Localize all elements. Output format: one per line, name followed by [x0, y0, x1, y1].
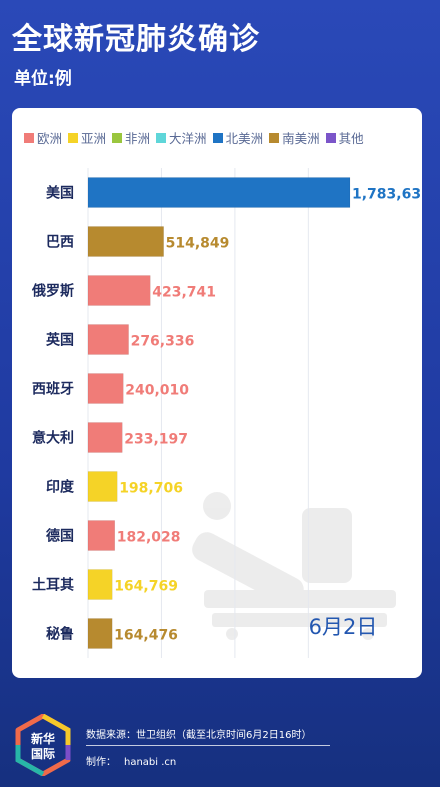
maker-line: 制作： hanabi .cn — [86, 753, 176, 768]
bar — [87, 569, 113, 600]
legend-swatch — [156, 132, 167, 143]
value-label: 1,783,638 — [352, 187, 422, 203]
legend-swatch — [212, 132, 223, 143]
category-label: 德国 — [46, 528, 74, 545]
legend-item: 北美洲 — [212, 128, 264, 147]
page-title: 全球新冠肺炎确诊 — [12, 22, 260, 57]
legend-swatch — [325, 132, 336, 143]
date-label: 6月2日 — [309, 615, 378, 639]
bar — [87, 520, 115, 551]
logo-text-1: 新华 — [31, 731, 55, 746]
legend-label: 北美洲 — [225, 131, 264, 146]
category-label: 英国 — [45, 332, 74, 349]
chart-card: 欧洲 亚洲 非洲 大洋洲 北美洲 南美洲 其他 美国 1,783,638 巴西 514,849 俄罗… — [12, 108, 422, 678]
footer: 新华 国际 数据来源：世卫组织（截至北京时间6月2日16时） 制作： hanabi… — [0, 690, 440, 787]
maker-label: 制作： — [86, 757, 116, 768]
legend-swatch — [112, 132, 123, 143]
category-label: 秘鲁 — [46, 626, 74, 643]
bar — [87, 177, 351, 208]
unit-label: 单位:例 — [14, 69, 72, 89]
category-label: 西班牙 — [32, 381, 74, 398]
category-label: 巴西 — [46, 235, 74, 251]
watermark-patient-icon — [192, 492, 396, 640]
logo-text-2: 国际 — [31, 747, 55, 761]
bar — [87, 226, 164, 257]
bar — [87, 324, 129, 355]
bar — [87, 275, 151, 306]
value-label: 233,197 — [124, 432, 188, 448]
value-label: 182,028 — [117, 530, 181, 546]
legend-item: 亚洲 — [68, 128, 106, 147]
legend-item: 欧洲 — [24, 128, 62, 147]
category-label: 印度 — [46, 479, 75, 496]
value-label: 514,849 — [166, 236, 230, 252]
value-label: 198,706 — [119, 481, 183, 497]
legend-label: 大洋洲 — [169, 131, 207, 146]
legend-swatch — [24, 132, 34, 143]
category-label: 美国 — [46, 185, 74, 202]
bar — [87, 373, 124, 404]
legend-label: 南美洲 — [282, 131, 320, 146]
maker-value: hanabi .cn — [124, 757, 177, 768]
legend-item: 南美洲 — [269, 128, 320, 147]
value-label: 164,769 — [114, 579, 178, 595]
legend-label: 其他 — [338, 131, 364, 146]
xinhua-international-logo: 新华 国际 — [12, 713, 74, 777]
value-label: 164,476 — [114, 628, 178, 644]
legend-item: 其他 — [325, 128, 364, 147]
logo-icon: 新华 国际 — [15, 713, 71, 777]
bar — [87, 422, 123, 453]
bar-chart: 美国 1,783,638 巴西 514,849 俄罗斯 423,741 英国 276,336 西… — [31, 168, 422, 658]
value-label: 276,336 — [131, 334, 195, 350]
legend-item: 大洋洲 — [156, 128, 207, 147]
legend-label: 非洲 — [125, 131, 151, 146]
bar — [87, 471, 118, 502]
category-label: 意大利 — [32, 430, 74, 447]
legend-label: 亚洲 — [81, 131, 107, 146]
category-label: 俄罗斯 — [31, 283, 74, 300]
legend: 欧洲 亚洲 非洲 大洋洲 北美洲 南美洲 其他 — [24, 128, 416, 147]
legend-swatch — [68, 132, 79, 143]
legend-swatch — [269, 132, 280, 143]
footer-divider — [86, 745, 330, 746]
legend-item: 非洲 — [112, 128, 150, 147]
value-label: 423,741 — [152, 285, 216, 301]
legend-label: 欧洲 — [37, 131, 63, 146]
value-label: 240,010 — [125, 383, 189, 399]
data-source: 数据来源：世卫组织（截至北京时间6月2日16时） — [86, 730, 312, 741]
category-label: 土耳其 — [32, 577, 74, 594]
bar — [87, 618, 113, 649]
